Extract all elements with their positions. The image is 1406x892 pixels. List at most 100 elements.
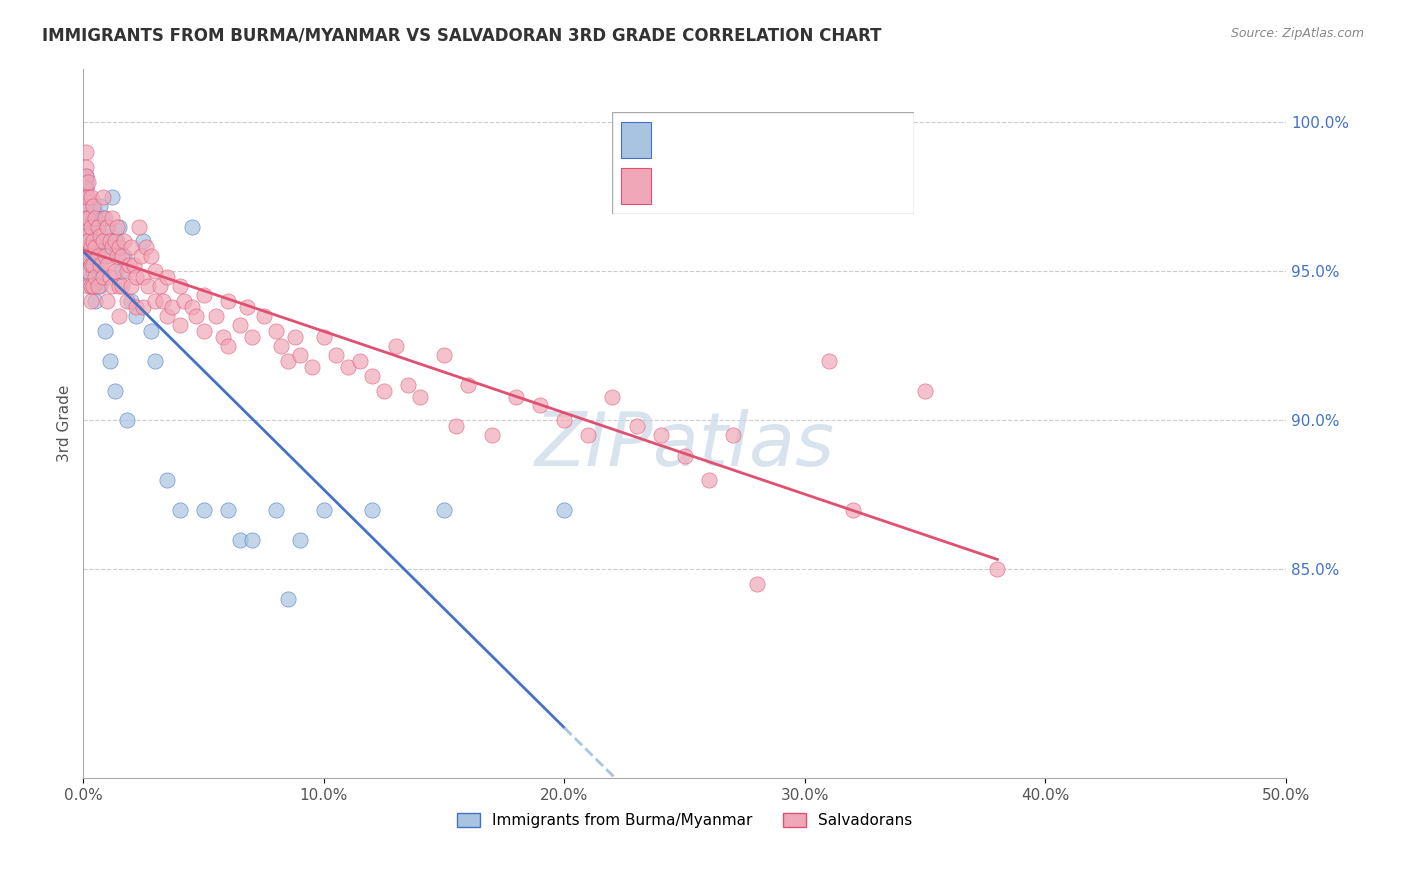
Point [84, 240, 107, 254]
Point [112, 235, 135, 249]
Point [77, 249, 100, 263]
Point [79, 258, 101, 272]
Point [553, 413, 575, 427]
Point [217, 339, 239, 353]
Point [228, 318, 250, 332]
Point [169, 279, 191, 293]
Point [162, 300, 184, 314]
Point [101, 190, 124, 204]
Point [505, 390, 527, 404]
Point [264, 324, 287, 338]
Point [75, 219, 97, 234]
Point [270, 339, 292, 353]
Point [277, 353, 299, 368]
Point [89, 258, 111, 272]
Point [79, 219, 101, 234]
Point [79, 294, 101, 309]
Point [122, 258, 145, 272]
Point [139, 324, 162, 338]
Point [385, 339, 408, 353]
Point [125, 309, 148, 323]
Point [217, 294, 239, 309]
Point [98, 270, 121, 285]
Point [361, 368, 384, 383]
Point [169, 503, 191, 517]
Point [91, 270, 114, 285]
Point [312, 330, 335, 344]
Point [132, 300, 155, 314]
Point [98, 235, 121, 249]
Point [75, 145, 97, 159]
Point [105, 249, 128, 263]
Point [135, 240, 157, 254]
Point [79, 279, 101, 293]
Point [336, 359, 359, 374]
Point [75, 160, 97, 174]
Text: Source: ZipAtlas.com: Source: ZipAtlas.com [1230, 27, 1364, 40]
Point [101, 211, 124, 225]
Point [75, 204, 97, 219]
Point [75, 181, 97, 195]
FancyBboxPatch shape [612, 112, 914, 214]
Point [79, 240, 101, 254]
Point [156, 309, 179, 323]
Point [264, 503, 287, 517]
Point [149, 279, 172, 293]
Point [156, 270, 179, 285]
Point [91, 211, 114, 225]
Point [91, 235, 114, 249]
Point [87, 279, 110, 293]
Point [325, 348, 347, 362]
Point [103, 384, 125, 398]
Point [75, 240, 97, 254]
Point [96, 294, 118, 309]
Point [96, 219, 118, 234]
Point [180, 219, 202, 234]
Point [82, 264, 104, 278]
Point [120, 279, 142, 293]
Point [745, 577, 768, 591]
Point [77, 235, 100, 249]
Point [986, 562, 1008, 576]
Point [301, 359, 323, 374]
Point [77, 211, 100, 225]
Point [211, 330, 233, 344]
Point [349, 353, 371, 368]
Point [89, 235, 111, 249]
Point [288, 348, 311, 362]
Point [120, 240, 142, 254]
Point [204, 309, 226, 323]
Point [84, 294, 107, 309]
Point [84, 204, 107, 219]
Point [132, 270, 155, 285]
Point [103, 264, 125, 278]
Point [77, 211, 100, 225]
Point [82, 279, 104, 293]
Point [87, 219, 110, 234]
Point [111, 279, 134, 293]
Point [77, 199, 100, 213]
Point [373, 384, 395, 398]
Point [98, 353, 121, 368]
Point [103, 235, 125, 249]
Point [152, 294, 174, 309]
Point [673, 449, 696, 463]
Point [578, 428, 600, 442]
Point [125, 270, 148, 285]
Point [132, 235, 155, 249]
Point [145, 353, 167, 368]
Point [75, 169, 97, 183]
Point [115, 264, 138, 278]
Text: ZIPatlas: ZIPatlas [534, 409, 835, 481]
Point [75, 169, 97, 183]
Point [77, 175, 100, 189]
Point [240, 330, 263, 344]
Point [288, 533, 311, 547]
Point [842, 503, 865, 517]
Point [193, 503, 215, 517]
Point [84, 211, 107, 225]
Point [82, 235, 104, 249]
Point [79, 226, 101, 240]
Point [240, 533, 263, 547]
Point [457, 377, 479, 392]
